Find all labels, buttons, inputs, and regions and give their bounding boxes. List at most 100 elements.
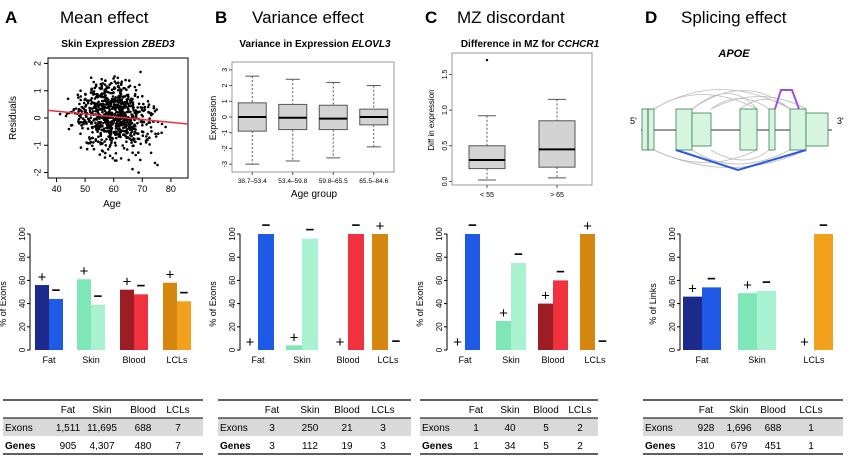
scatter-point xyxy=(103,92,106,95)
scatter-point xyxy=(106,148,110,151)
scatter-point xyxy=(152,105,156,108)
scatter-point xyxy=(129,132,132,135)
scatter-point xyxy=(108,111,112,114)
scatter-point xyxy=(143,105,147,109)
panel-c-table: Fat Skin Blood LCLs Exons 1 40 5 2 Genes 1 34 5 2 xyxy=(420,399,598,455)
box-4 xyxy=(359,85,389,148)
scatter-point xyxy=(85,147,89,151)
table-header: LCLs xyxy=(568,405,591,416)
scatter-point xyxy=(93,92,96,96)
bar-minus xyxy=(348,234,364,350)
scatter-point xyxy=(114,144,117,147)
scatter-point xyxy=(154,135,158,138)
bar-minus-label: − xyxy=(392,333,401,350)
x-tick-label: 80 xyxy=(166,184,176,194)
scatter-point xyxy=(91,144,94,148)
scatter-point xyxy=(136,121,139,125)
y-tick-label: 1.0 xyxy=(442,105,449,115)
scatter-point xyxy=(100,77,103,81)
bar-minus-label: − xyxy=(94,288,103,305)
splice-link xyxy=(653,89,791,110)
panel-b-table: Fat Skin Blood LCLs Exons 3 250 21 3 Genes 3 112 19 3 xyxy=(218,399,411,455)
x-tick-label: < 55 xyxy=(480,192,494,199)
bar-plus-label: + xyxy=(743,277,752,294)
bar-category-label: Fat xyxy=(251,355,265,365)
bar-y-tick-label: 100 xyxy=(668,227,677,241)
scatter-point xyxy=(83,119,86,122)
y-tick-label: -2 xyxy=(222,145,229,151)
scatter-point xyxy=(81,126,84,130)
scatter-point xyxy=(114,82,118,85)
panel-b-letter: B xyxy=(215,8,227,27)
bar-category-label: Blood xyxy=(122,355,145,365)
scatter-point xyxy=(118,114,122,117)
x-tick-label: 60 xyxy=(109,184,119,194)
scatter-point xyxy=(134,128,137,131)
panel-a-letter: A xyxy=(5,8,17,27)
scatter-point xyxy=(115,130,118,134)
splice-diagram: 5' 3' xyxy=(630,89,844,172)
table-header: Blood xyxy=(334,405,360,416)
bar-y-tick-label: 100 xyxy=(435,227,444,241)
bar-y-label: % of Exons xyxy=(415,281,425,327)
scatter-point xyxy=(86,101,90,105)
scatter-point xyxy=(132,138,135,141)
scatter-point xyxy=(131,101,135,104)
x-tick-label: 53.4–59.8 xyxy=(278,178,307,185)
scatter-point xyxy=(80,120,83,124)
scatter-point xyxy=(156,163,159,167)
scatter-point xyxy=(79,146,83,149)
table-cell: 5 xyxy=(543,423,549,434)
bar-plus-label: + xyxy=(541,288,550,305)
scatter-point xyxy=(133,131,137,134)
table-row-label: Exons xyxy=(422,423,450,434)
scatter-x-label: Age xyxy=(103,199,121,210)
y-tick-label: -1 xyxy=(222,130,229,136)
y-tick-label: 2 xyxy=(222,84,229,88)
panel-c-plot-title: Difference in MZ for CCHCR1 xyxy=(461,39,600,50)
bar-y-tick-label: 80 xyxy=(435,252,444,261)
bar-minus-label: − xyxy=(707,270,716,287)
splice-link xyxy=(691,90,791,110)
table-row-shade xyxy=(218,418,411,436)
scatter-point xyxy=(86,117,90,121)
splice-link xyxy=(739,99,791,110)
scatter-point xyxy=(114,103,118,106)
scatter-point xyxy=(102,129,106,132)
panel-b-plot-title: Variance in Expression ELOVL3 xyxy=(239,39,391,50)
bar-minus xyxy=(91,304,105,350)
table-cell: 11,695 xyxy=(87,423,117,434)
scatter-point xyxy=(103,156,107,159)
scatter-point xyxy=(142,102,145,106)
scatter-point xyxy=(141,124,144,127)
scatter-y-label: Residuals xyxy=(8,96,19,140)
scatter-point xyxy=(115,120,119,124)
scatter-point xyxy=(114,136,118,140)
scatter-point xyxy=(130,121,134,125)
bar-y-tick-label: 0 xyxy=(435,347,444,352)
table-cell: 40 xyxy=(504,423,516,434)
scatter-point xyxy=(88,110,92,114)
table-cell: 688 xyxy=(765,423,782,434)
bar-y-tick-label: 80 xyxy=(668,252,677,261)
scatter-point xyxy=(145,123,148,126)
scatter-point xyxy=(104,103,108,106)
scatter-point xyxy=(127,158,130,162)
scatter-point xyxy=(115,159,118,162)
scatter-point xyxy=(109,123,113,126)
scatter-point xyxy=(108,129,112,132)
bar-plus xyxy=(286,345,302,350)
box-2 xyxy=(538,98,576,179)
splice-gene-title: APOE xyxy=(717,48,750,60)
scatter-point xyxy=(109,104,112,108)
scatter-point xyxy=(80,110,84,113)
scatter-point xyxy=(66,97,70,101)
scatter-point xyxy=(67,127,71,131)
scatter-point xyxy=(129,127,132,130)
scatter-point xyxy=(119,157,123,160)
scatter-point xyxy=(133,94,137,98)
bar-minus xyxy=(757,290,776,350)
exons xyxy=(641,108,829,151)
boxplot-y-ticks: 3 2 1 0 -1 -2 -3 xyxy=(222,68,232,167)
box-1 xyxy=(237,75,267,165)
